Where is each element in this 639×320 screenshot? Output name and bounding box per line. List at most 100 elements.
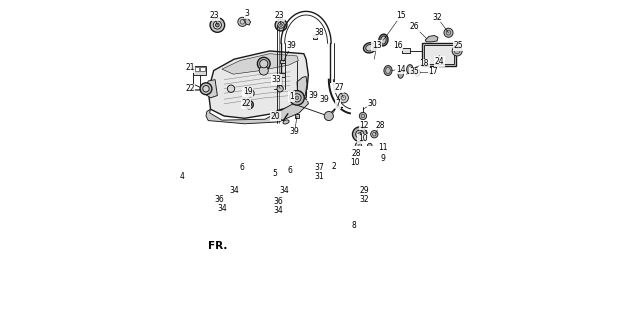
- Ellipse shape: [398, 70, 403, 78]
- Text: 30: 30: [367, 99, 378, 108]
- Circle shape: [293, 94, 301, 102]
- Polygon shape: [222, 54, 298, 74]
- Circle shape: [215, 23, 219, 27]
- Bar: [195, 67, 199, 71]
- Circle shape: [238, 17, 247, 26]
- Circle shape: [219, 201, 227, 209]
- Text: 34: 34: [229, 186, 239, 195]
- Text: 10: 10: [350, 158, 360, 167]
- Text: 18: 18: [420, 59, 429, 68]
- Bar: [193, 66, 206, 75]
- Text: 21: 21: [185, 63, 195, 72]
- Text: 27: 27: [334, 83, 344, 92]
- Text: 1: 1: [289, 92, 294, 101]
- Circle shape: [346, 202, 353, 209]
- Circle shape: [277, 85, 283, 92]
- Text: 11: 11: [378, 143, 387, 152]
- Text: 13: 13: [372, 41, 381, 50]
- Text: 6: 6: [288, 166, 293, 175]
- Circle shape: [355, 142, 362, 149]
- Circle shape: [342, 195, 348, 201]
- Text: 23: 23: [210, 12, 219, 20]
- Text: 35: 35: [410, 68, 419, 76]
- Circle shape: [245, 100, 253, 109]
- Text: 19: 19: [243, 87, 252, 96]
- Circle shape: [247, 90, 254, 97]
- Ellipse shape: [366, 44, 374, 51]
- Circle shape: [280, 24, 282, 26]
- Text: 22: 22: [185, 84, 195, 93]
- Bar: [422, 43, 456, 66]
- Polygon shape: [322, 213, 347, 239]
- Circle shape: [283, 192, 291, 200]
- Ellipse shape: [415, 69, 420, 76]
- Bar: [424, 45, 454, 64]
- Circle shape: [358, 132, 362, 136]
- Text: 15: 15: [396, 12, 406, 20]
- Ellipse shape: [379, 34, 388, 46]
- Text: 8: 8: [351, 221, 356, 230]
- Text: 32: 32: [360, 195, 369, 204]
- Text: 23: 23: [275, 12, 284, 20]
- Circle shape: [348, 154, 353, 160]
- Circle shape: [273, 202, 282, 210]
- Text: 36: 36: [274, 196, 284, 206]
- Circle shape: [275, 19, 287, 31]
- Ellipse shape: [381, 36, 386, 44]
- Circle shape: [310, 172, 316, 178]
- Circle shape: [258, 57, 270, 70]
- Text: 20: 20: [270, 112, 280, 121]
- Circle shape: [289, 91, 304, 105]
- Bar: [295, 114, 299, 118]
- Text: 37: 37: [314, 163, 324, 172]
- Text: 17: 17: [429, 68, 438, 76]
- Text: 38: 38: [314, 28, 323, 37]
- Text: 7: 7: [335, 99, 341, 108]
- Text: 39: 39: [290, 127, 300, 136]
- Text: 31: 31: [314, 172, 323, 181]
- Text: 32: 32: [433, 13, 442, 22]
- Text: 9: 9: [380, 154, 385, 163]
- Circle shape: [233, 190, 241, 198]
- Circle shape: [279, 206, 286, 214]
- Circle shape: [278, 22, 284, 28]
- Circle shape: [339, 93, 348, 103]
- Circle shape: [452, 46, 462, 56]
- Text: 16: 16: [393, 41, 403, 50]
- Bar: [280, 60, 285, 63]
- Bar: [200, 67, 204, 71]
- Text: 12: 12: [360, 121, 369, 130]
- Polygon shape: [270, 202, 327, 212]
- Text: 33: 33: [272, 75, 281, 84]
- Circle shape: [367, 143, 372, 148]
- Polygon shape: [297, 76, 307, 98]
- Text: 25: 25: [454, 41, 463, 50]
- Text: 34: 34: [279, 186, 289, 195]
- Text: 10: 10: [358, 134, 368, 143]
- Text: 14: 14: [396, 65, 406, 74]
- Text: FR.: FR.: [208, 241, 227, 251]
- Text: 22: 22: [242, 99, 250, 108]
- Polygon shape: [205, 80, 217, 98]
- Polygon shape: [245, 18, 250, 25]
- Text: 39: 39: [320, 95, 329, 104]
- Text: 4: 4: [180, 172, 185, 181]
- Ellipse shape: [406, 65, 413, 74]
- Text: 28: 28: [351, 149, 361, 158]
- Text: 36: 36: [215, 195, 224, 204]
- Ellipse shape: [364, 43, 376, 53]
- Circle shape: [324, 111, 334, 121]
- Circle shape: [200, 83, 212, 95]
- Ellipse shape: [386, 67, 390, 74]
- Bar: [280, 73, 285, 77]
- Text: 39: 39: [308, 91, 318, 100]
- Circle shape: [224, 204, 232, 212]
- Ellipse shape: [384, 66, 392, 76]
- Circle shape: [210, 18, 225, 32]
- Polygon shape: [184, 241, 195, 250]
- Text: 3: 3: [245, 9, 249, 18]
- Polygon shape: [206, 98, 309, 124]
- Circle shape: [359, 112, 367, 120]
- Text: 29: 29: [360, 186, 369, 195]
- Ellipse shape: [283, 120, 289, 124]
